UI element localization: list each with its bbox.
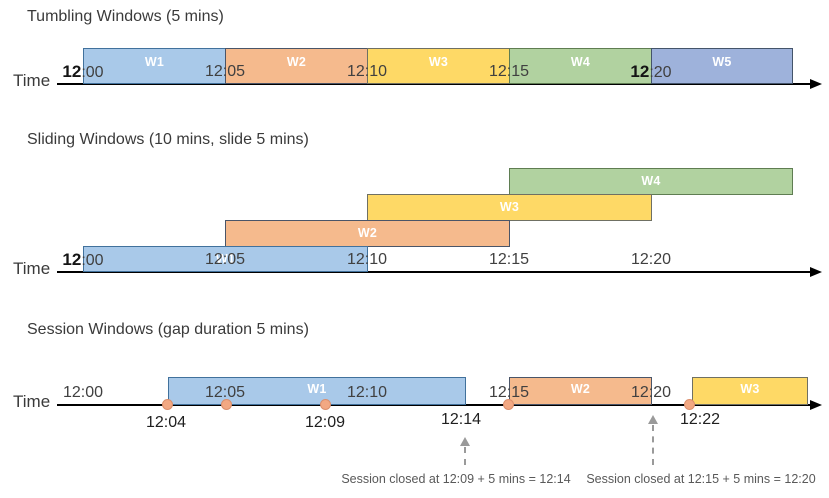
axis-tick-label: 12:05 [193, 62, 257, 82]
tick-hour-text: 12 [204, 384, 223, 401]
window-label: W1 [144, 55, 165, 69]
event-time-label: 12:22 [679, 411, 721, 428]
window-label: W2 [570, 382, 591, 396]
section-title-sliding: Sliding Windows (10 mins, slide 5 mins) [27, 131, 309, 148]
time-axis-label-sliding: Time [13, 259, 51, 278]
time-axis-label-tumbling: Time [13, 71, 51, 90]
window-label: W2 [286, 55, 307, 69]
window-label: W4 [570, 55, 591, 69]
tick-minute-text: :00 [81, 64, 104, 81]
tick-minute-text: :10 [364, 63, 388, 80]
axis-tick-label: 12:15 [477, 62, 541, 82]
window-label: W3 [428, 55, 449, 69]
window-label: W1 [215, 252, 236, 266]
axis-tick-label: 12:10 [335, 62, 399, 82]
tick-hour-text: 12 [62, 250, 82, 269]
tick-minute-text: :00 [80, 384, 104, 401]
event-dot [503, 399, 514, 410]
event-time-label: 12:14 [440, 411, 482, 428]
session-closed-annotation: Session closed at 12:15 + 5 mins = 12:20 [586, 472, 816, 486]
axis-arrowhead-icon [810, 79, 822, 89]
tick-minute-text: :20 [648, 251, 672, 268]
window-label: W5 [712, 55, 732, 69]
axis-tick-label: 12:00 [51, 62, 115, 82]
session-closed-annotation: Session closed at 12:09 + 5 mins = 12:14 [341, 472, 571, 486]
axis-tick-label: 12:10 [335, 383, 399, 403]
axis-tick-label: 12:15 [477, 250, 541, 270]
tick-hour-text: 12 [346, 63, 365, 80]
axis-tick-label: 12:20 [619, 250, 683, 270]
tick-hour-text: 12 [346, 251, 365, 268]
section-title-tumbling: Tumbling Windows (5 mins) [27, 8, 224, 25]
axis-tick-label: 12:05 [193, 250, 257, 270]
callout-up-arrow-icon [460, 437, 470, 446]
axis-tick-label: 12:20 [619, 383, 683, 403]
tick-minute-text: :15 [506, 63, 530, 80]
tick-hour-text: 12 [630, 384, 649, 401]
time-axis-session [57, 404, 810, 406]
axis-tick-label: 12:00 [51, 383, 115, 403]
event-time-label: 12:04 [145, 414, 187, 431]
event-dot [162, 399, 173, 410]
tumbling-window-w3 [367, 48, 510, 84]
time-axis-tumbling [57, 83, 810, 85]
tick-hour-text: 12 [630, 251, 649, 268]
tick-minute-text: :20 [648, 384, 672, 401]
tick-minute-text: :15 [506, 251, 530, 268]
event-dot [320, 399, 331, 410]
session-window-w1 [168, 377, 466, 405]
tick-hour-text: 12 [630, 62, 650, 81]
axis-arrowhead-icon [810, 267, 822, 277]
callout-dashed-line [464, 447, 466, 465]
axis-arrowhead-icon [810, 400, 822, 410]
tick-minute-text: :05 [222, 251, 246, 268]
tick-hour-text: 12 [488, 63, 507, 80]
tick-hour-text: 12 [62, 62, 82, 81]
tick-minute-text: :20 [649, 64, 672, 81]
tick-hour-text: 12 [62, 384, 81, 401]
tick-hour-text: 12 [488, 251, 507, 268]
window-label: W3 [499, 200, 520, 214]
tick-hour-text: 12 [488, 384, 507, 401]
sliding-window-w1 [83, 246, 368, 272]
session-window-w2 [509, 377, 652, 405]
callout-dashed-line [652, 425, 654, 465]
tick-minute-text: :00 [81, 252, 104, 269]
callout-up-arrow-icon [648, 415, 658, 424]
axis-tick-label: 12:10 [335, 250, 399, 270]
tumbling-window-w1 [83, 48, 226, 84]
time-axis-sliding [57, 271, 810, 273]
session-window-w3 [692, 377, 808, 405]
axis-tick-label: 12:15 [477, 383, 541, 403]
tumbling-window-w2 [225, 48, 368, 84]
section-title-session: Session Windows (gap duration 5 mins) [27, 321, 309, 338]
time-axis-label-session: Time [13, 392, 51, 411]
tick-minute-text: :10 [364, 251, 388, 268]
tick-minute-text: :10 [364, 384, 388, 401]
tick-hour-text: 12 [204, 251, 223, 268]
tick-hour-text: 12 [204, 63, 223, 80]
axis-tick-label: 12:00 [51, 250, 115, 270]
window-label: W3 [740, 382, 760, 396]
tick-minute-text: :15 [506, 384, 530, 401]
window-label: W2 [357, 226, 378, 240]
tumbling-window-w5 [651, 48, 793, 84]
axis-tick-label: 12:20 [619, 62, 683, 82]
tick-hour-text: 12 [346, 384, 365, 401]
axis-tick-label: 12:05 [193, 383, 257, 403]
tick-minute-text: :05 [222, 384, 246, 401]
event-dot [221, 399, 232, 410]
tick-minute-text: :05 [222, 63, 246, 80]
event-dot [684, 399, 695, 410]
window-label: W4 [641, 174, 661, 188]
window-label: W1 [307, 382, 327, 396]
event-time-label: 12:09 [304, 414, 346, 431]
